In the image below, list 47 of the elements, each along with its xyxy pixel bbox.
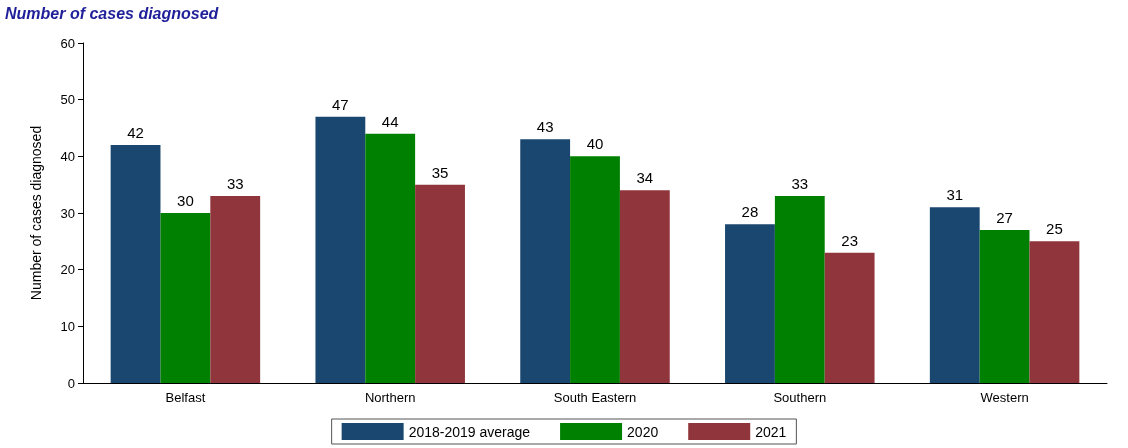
- y-tick-label: 40: [60, 148, 75, 164]
- y-axis-title: Number of cases diagnosed: [28, 125, 44, 301]
- y-tick-label: 10: [60, 318, 75, 334]
- x-tick-label: South Eastern: [553, 390, 637, 405]
- bar: [619, 190, 670, 383]
- data-label: 27: [996, 209, 1013, 226]
- data-label: 35: [431, 163, 449, 181]
- data-label: 40: [586, 135, 604, 153]
- data-label: 44: [381, 112, 399, 130]
- legend-label: 2020: [627, 423, 659, 440]
- data-label: 23: [841, 231, 858, 249]
- bar: [979, 230, 1030, 383]
- data-label: 30: [177, 192, 194, 209]
- chart-title: Number of cases diagnosed: [5, 4, 220, 22]
- bar: [520, 139, 571, 383]
- x-tick-label: Southern: [773, 390, 827, 405]
- data-label: 33: [226, 175, 244, 192]
- data-label: 25: [1046, 220, 1063, 238]
- y-tick-label: 50: [60, 92, 75, 108]
- legend-label: 2018-2019 average: [408, 423, 531, 440]
- bar: [160, 213, 211, 383]
- bar: [415, 184, 465, 383]
- data-label: 33: [791, 175, 809, 192]
- bar: [725, 224, 775, 383]
- x-tick-label: Belfast: [165, 390, 206, 405]
- bar: [110, 145, 161, 383]
- bar: [774, 196, 825, 383]
- bar: [824, 252, 875, 383]
- data-label: 34: [636, 169, 654, 187]
- y-tick-label: 30: [60, 205, 75, 221]
- x-tick-label: Western: [980, 390, 1029, 405]
- data-label: 42: [127, 124, 144, 141]
- data-label: 43: [536, 118, 554, 136]
- y-tick-label: 60: [60, 35, 75, 51]
- y-tick-label: 0: [67, 375, 75, 391]
- bar: [570, 156, 620, 383]
- bar: [315, 116, 366, 383]
- bar: [210, 196, 261, 383]
- x-tick-label: Northern: [364, 390, 416, 405]
- bar: [1029, 241, 1080, 383]
- legend-label: 2021: [755, 423, 787, 440]
- bar: [929, 207, 980, 383]
- bar: [365, 133, 416, 383]
- data-label: 47: [332, 95, 349, 113]
- y-tick-label: 20: [60, 262, 75, 278]
- data-label: 31: [946, 186, 964, 204]
- data-label: 28: [741, 203, 759, 221]
